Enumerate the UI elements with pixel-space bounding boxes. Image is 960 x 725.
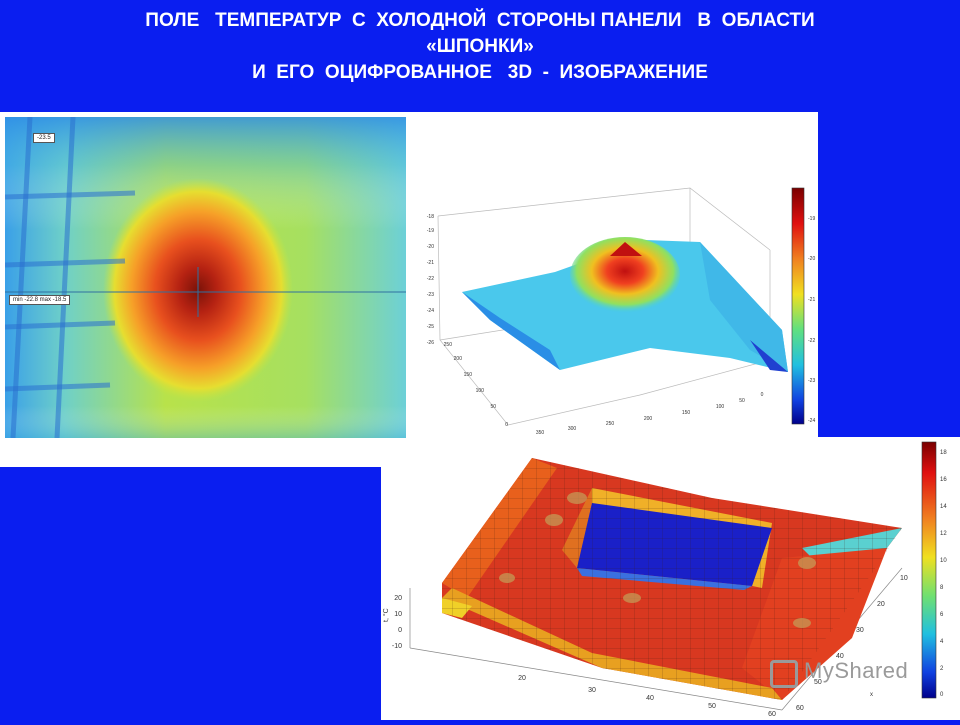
y-tick: 250	[444, 342, 453, 348]
z-tick: -19	[427, 228, 434, 234]
z-tick: 20	[394, 595, 402, 602]
colorbar-tick: -24	[808, 418, 815, 424]
colorbar-tick: 18	[940, 450, 947, 456]
x-tick: 300	[568, 426, 577, 432]
y-tick: 0	[505, 422, 508, 428]
colorbar-tick: 0	[940, 692, 944, 698]
colorbar-tick: -23	[808, 378, 815, 384]
colorbar-tick: -20	[808, 256, 815, 262]
x-tick: 200	[644, 416, 653, 422]
colorbar-tick: 10	[940, 558, 947, 564]
x-tick: 60	[768, 711, 776, 718]
title-line-3: И ЕГО ОЦИФРОВАННОЕ 3D - ИЗОБРАЖЕНИЕ	[252, 62, 708, 83]
x-tick: 20	[518, 675, 526, 682]
x-tick: 50	[708, 703, 716, 710]
x-tick: 350	[536, 430, 545, 436]
z-tick: 0	[398, 627, 402, 634]
y-tick: 100	[476, 388, 485, 394]
colorbar-tick: 2	[940, 666, 944, 672]
y-tick: 10	[900, 575, 908, 582]
x-tick: 250	[606, 421, 615, 427]
z-tick: -24	[427, 308, 434, 314]
colorbar-tick: -21	[808, 297, 815, 303]
thermal-image: -23.5 min -22.8 max -18.5	[5, 117, 406, 438]
x-tick: 0	[761, 392, 764, 398]
x-tick: 150	[682, 410, 691, 416]
z-tick: 10	[394, 611, 402, 618]
colorbar-bottom	[921, 441, 937, 699]
y-tick: 200	[454, 356, 463, 362]
colorbar-tick: -22	[808, 338, 815, 344]
x-axis-label: x	[870, 692, 873, 698]
y-tick: 30	[856, 627, 864, 634]
y-tick: 20	[877, 601, 885, 608]
z-tick: -23	[427, 292, 434, 298]
z-tick: -20	[427, 244, 434, 250]
watermark-text: MyShared	[804, 658, 909, 683]
y-tick: 50	[814, 679, 822, 686]
x-tick: 30	[588, 687, 596, 694]
thermal-label-minmax: min -22.8 max -18.5	[9, 295, 71, 305]
z-tick: -10	[392, 643, 402, 650]
title-line-2: «ШПОНКИ»	[426, 36, 534, 57]
z-tick: -22	[427, 276, 434, 282]
z-tick: -21	[427, 260, 434, 266]
colorbar-top	[791, 187, 805, 425]
colorbar-tick: 6	[940, 612, 944, 618]
colorbar-tick: 4	[940, 639, 944, 645]
surface-plot-top: -18 -19 -20 -21 -22 -23 -24 -25 -26 250 …	[410, 180, 818, 436]
colorbar-tick: -19	[808, 216, 815, 222]
colorbar-tick: 12	[940, 531, 947, 537]
z-tick: -25	[427, 324, 434, 330]
x-tick: 50	[739, 398, 745, 404]
y-tick: 40	[836, 653, 844, 660]
y-tick: 150	[464, 372, 473, 378]
z-tick: -18	[427, 214, 434, 220]
x-tick: 100	[716, 404, 725, 410]
watermark-logo-icon	[770, 660, 798, 688]
x-tick: 40	[646, 695, 654, 702]
thermal-label-top: -23.5	[33, 133, 55, 143]
slide-title: ПОЛЕ ТЕМПЕРАТУР С ХОЛОДНОЙ СТОРОНЫ ПАНЕЛ…	[0, 8, 960, 86]
y-tick: 50	[490, 404, 496, 410]
title-line-1: ПОЛЕ ТЕМПЕРАТУР С ХОЛОДНОЙ СТОРОНЫ ПАНЕЛ…	[145, 10, 815, 31]
z-axis-label: t, °C	[382, 608, 390, 622]
z-tick: -26	[427, 340, 434, 346]
colorbar-tick: 14	[940, 504, 947, 510]
surface-plot-bottom: 20 10 0 -10 t, °C 20 30 40 50 60 10 20 3…	[382, 438, 960, 720]
colorbar-tick: 8	[940, 585, 944, 591]
colorbar-tick: 16	[940, 477, 947, 483]
y-tick: 60	[796, 705, 804, 712]
